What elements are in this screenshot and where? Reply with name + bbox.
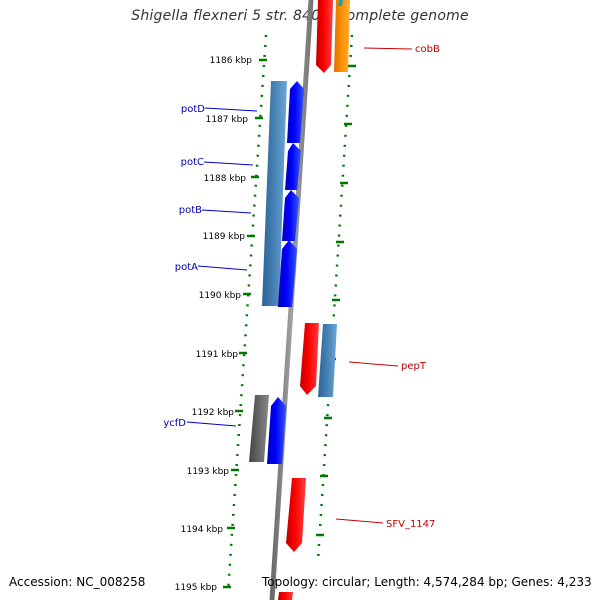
accession-text: Accession: NC_008258 bbox=[9, 575, 146, 589]
SFV_1147-leader-line bbox=[335, 518, 384, 524]
tick-label-1187: 1187 kbp bbox=[206, 115, 249, 125]
tick-label-1194: 1194 kbp bbox=[181, 525, 224, 535]
pept-operon-box bbox=[318, 324, 337, 397]
tick-label-1192: 1192 kbp bbox=[192, 408, 235, 418]
tick-label-1188: 1188 kbp bbox=[204, 174, 247, 184]
potC-cds-arrow[interactable] bbox=[285, 143, 301, 190]
gene-label-potD[interactable]: potD bbox=[181, 104, 205, 115]
potB-leader-line bbox=[201, 209, 252, 214]
potB-cds-arrow[interactable] bbox=[282, 190, 299, 241]
tick-label-1195: 1195 kbp bbox=[175, 583, 218, 593]
teal-feature-sliver bbox=[338, 0, 343, 6]
right-dotted-track bbox=[316, 34, 354, 561]
cobB-leader-line bbox=[363, 47, 413, 50]
pepT-cds-arrow[interactable] bbox=[300, 323, 319, 395]
tick-label-1190: 1190 kbp bbox=[199, 291, 242, 301]
tick-label-1193: 1193 kbp bbox=[187, 467, 230, 477]
gene-label-SFV_1147[interactable]: SFV_1147 bbox=[386, 519, 435, 530]
potD-cds-arrow[interactable] bbox=[287, 81, 304, 143]
potA-cds-arrow[interactable] bbox=[278, 240, 297, 307]
right-tick-marks bbox=[316, 64, 356, 537]
gene-label-potB[interactable]: potB bbox=[179, 205, 202, 216]
ycfD-cds-arrow[interactable] bbox=[267, 397, 286, 464]
potA-leader-line bbox=[197, 265, 248, 271]
gene-label-potA[interactable]: potA bbox=[175, 262, 198, 273]
gene-label-potC[interactable]: potC bbox=[181, 157, 204, 168]
pepT-leader-line bbox=[348, 361, 399, 367]
bottom-red-cds-fragment bbox=[278, 592, 293, 600]
orange-feature-box bbox=[334, 0, 350, 72]
SFV_1147-cds-arrow[interactable] bbox=[286, 478, 306, 552]
ycfD-leader-line bbox=[186, 421, 237, 427]
ycfd-gray-box bbox=[249, 395, 269, 462]
tick-label-1186: 1186 kbp bbox=[210, 56, 253, 66]
left-tick-marks bbox=[223, 58, 267, 589]
genome-summary-text: Topology: circular; Length: 4,574,284 bp… bbox=[262, 575, 592, 589]
tick-label-1191: 1191 kbp bbox=[196, 350, 239, 360]
gene-label-pepT[interactable]: pepT bbox=[401, 361, 427, 372]
potD-leader-line bbox=[204, 107, 258, 112]
map-title: Shigella flexneri 5 str. 8401, complete … bbox=[131, 8, 469, 24]
pot-operon-box bbox=[262, 81, 287, 306]
tick-label-1189: 1189 kbp bbox=[203, 232, 246, 242]
gene-label-cobB[interactable]: cobB bbox=[415, 44, 440, 55]
potC-leader-line bbox=[203, 161, 254, 166]
cobB-cds-arrow[interactable] bbox=[316, 0, 333, 73]
gene-label-ycfD[interactable]: ycfD bbox=[163, 418, 186, 429]
